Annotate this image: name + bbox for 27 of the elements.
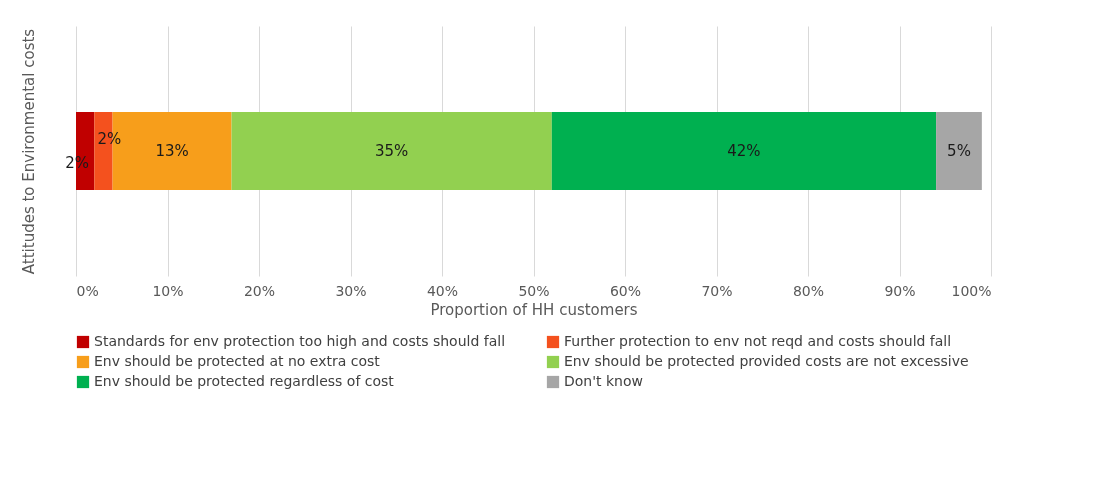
legend-label: Don't know	[564, 373, 644, 389]
x-tick-label: 60%	[609, 282, 642, 299]
x-tick-label: 90%	[884, 282, 916, 299]
bar	[551, 112, 937, 190]
legend-label: Env should be protected at no extra cost	[94, 353, 381, 369]
x-tick-label: 80%	[792, 282, 825, 299]
data-label: 13%	[155, 142, 189, 160]
data-label: 5%	[947, 142, 971, 160]
y-axis-title: Attitudes to Environmental costs	[19, 28, 38, 275]
x-tick-label: 70%	[701, 282, 733, 299]
bar	[231, 112, 552, 190]
x-tick-label: 0%	[76, 282, 99, 299]
data-label: 2%	[97, 130, 122, 148]
legend-label: Env should be protected regardless of cost	[94, 373, 395, 389]
x-tick-label: 50%	[518, 282, 550, 299]
legend-label: Standards for env protection too high and costs should fall	[94, 333, 506, 349]
bar	[936, 112, 982, 190]
x-tick-label: 30%	[335, 282, 367, 299]
legend-label: Env should be protected provided costs are not excessive	[564, 353, 969, 369]
x-tick-label: 10%	[152, 282, 184, 299]
data-label: 35%	[375, 142, 409, 160]
x-axis-title: Proportion of HH customers	[430, 300, 638, 319]
legend-label: Further protection to env not reqd and costs should fall	[564, 333, 952, 349]
x-tick-label: 40%	[426, 282, 459, 299]
data-label: 42%	[727, 142, 761, 160]
x-tick-label: 20%	[243, 282, 276, 299]
x-tick-label: 100%	[951, 282, 992, 299]
